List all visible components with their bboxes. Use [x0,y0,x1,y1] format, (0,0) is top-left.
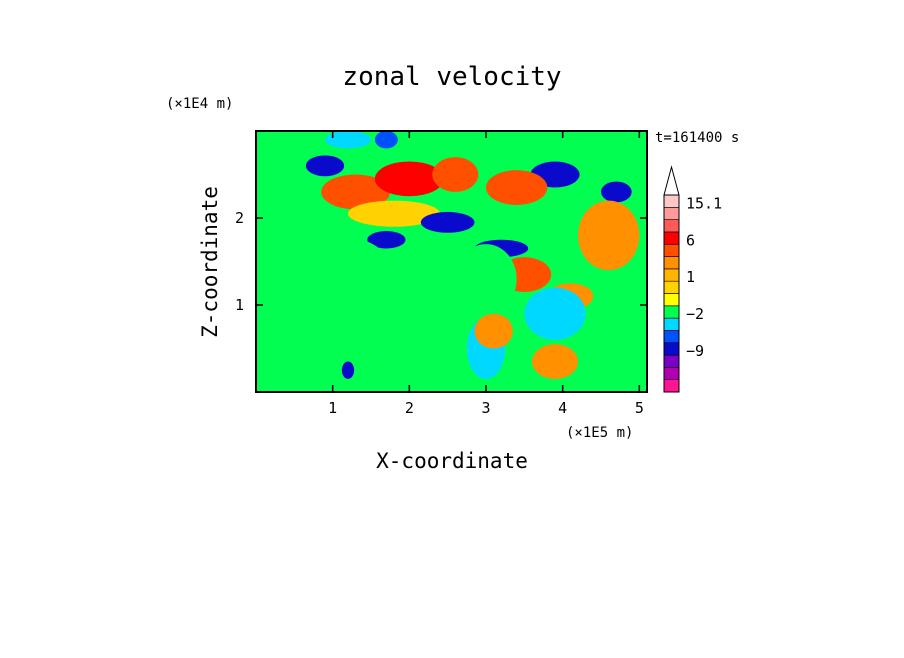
colorbar-segment [663,280,680,294]
colorbar-label: 15.1 [686,194,722,212]
velocity-cell [455,244,517,314]
y-axis-label: Z-coordinate [198,186,222,338]
velocity-field [256,131,647,392]
colorbar-segment [663,342,680,356]
velocity-cell [420,211,475,233]
y-multiplier: (×1E4 m) [166,96,233,112]
velocity-cell [532,344,578,379]
colorbar-label: 6 [686,231,695,249]
colorbar-outline [663,194,680,393]
colorbar-extension [663,165,680,196]
velocity-cell [578,313,640,366]
colorbar-segment [663,219,680,233]
colorbar-segment [663,379,680,393]
velocity-cell [486,170,548,205]
velocity-cell [367,231,406,249]
colorbar-segment [663,354,680,368]
y-axis: 12 [235,209,647,314]
y-tick-label: 2 [235,209,244,227]
colorbar-segment [663,256,680,270]
velocity-cell [374,161,444,197]
colorbar-segment [663,317,680,331]
colorbar-segment [663,231,680,245]
velocity-cell [279,235,387,288]
colorbar-segment [663,367,680,380]
colorbar-segment [663,243,680,257]
velocity-cell [256,313,341,366]
plot-frame [255,130,648,393]
velocity-cell [348,200,440,227]
chart-title: zonal velocity [342,62,561,92]
colorbar-segment [663,330,680,344]
colorbar-segment [663,268,680,282]
velocity-cell [305,155,345,177]
colorbar-label: 1 [686,268,695,286]
velocity-cell [341,361,355,379]
colorbar-segment [663,293,680,307]
velocity-cell [325,131,371,149]
velocity-cell [378,339,471,392]
colorbar-segment [663,305,680,319]
velocity-cell [432,157,479,192]
x-tick-label: 3 [481,399,490,417]
colorbar-label: −2 [686,305,704,323]
colorbar-segment [663,207,680,220]
colorbar-label: −9 [686,342,704,360]
x-tick-label: 2 [405,399,414,417]
velocity-cell [601,181,632,203]
velocity-cell [474,313,513,349]
colorbar-segment [663,194,680,208]
x-multiplier: (×1E5 m) [566,425,633,441]
x-axis-label: X-coordinate [376,449,528,473]
velocity-cell [524,287,586,340]
y-tick-label: 1 [235,296,244,314]
x-tick-label: 1 [328,399,337,417]
velocity-cell [578,200,640,271]
colorbar: 15.1 6 1 −2 −9 [663,165,722,393]
x-tick-label: 5 [635,399,644,417]
time-label: t=161400 s [655,130,739,146]
velocity-cell [374,131,398,149]
x-axis: 1 2 3 4 5 [328,131,644,417]
x-tick-label: 4 [558,399,567,417]
velocity-cell [321,174,391,210]
